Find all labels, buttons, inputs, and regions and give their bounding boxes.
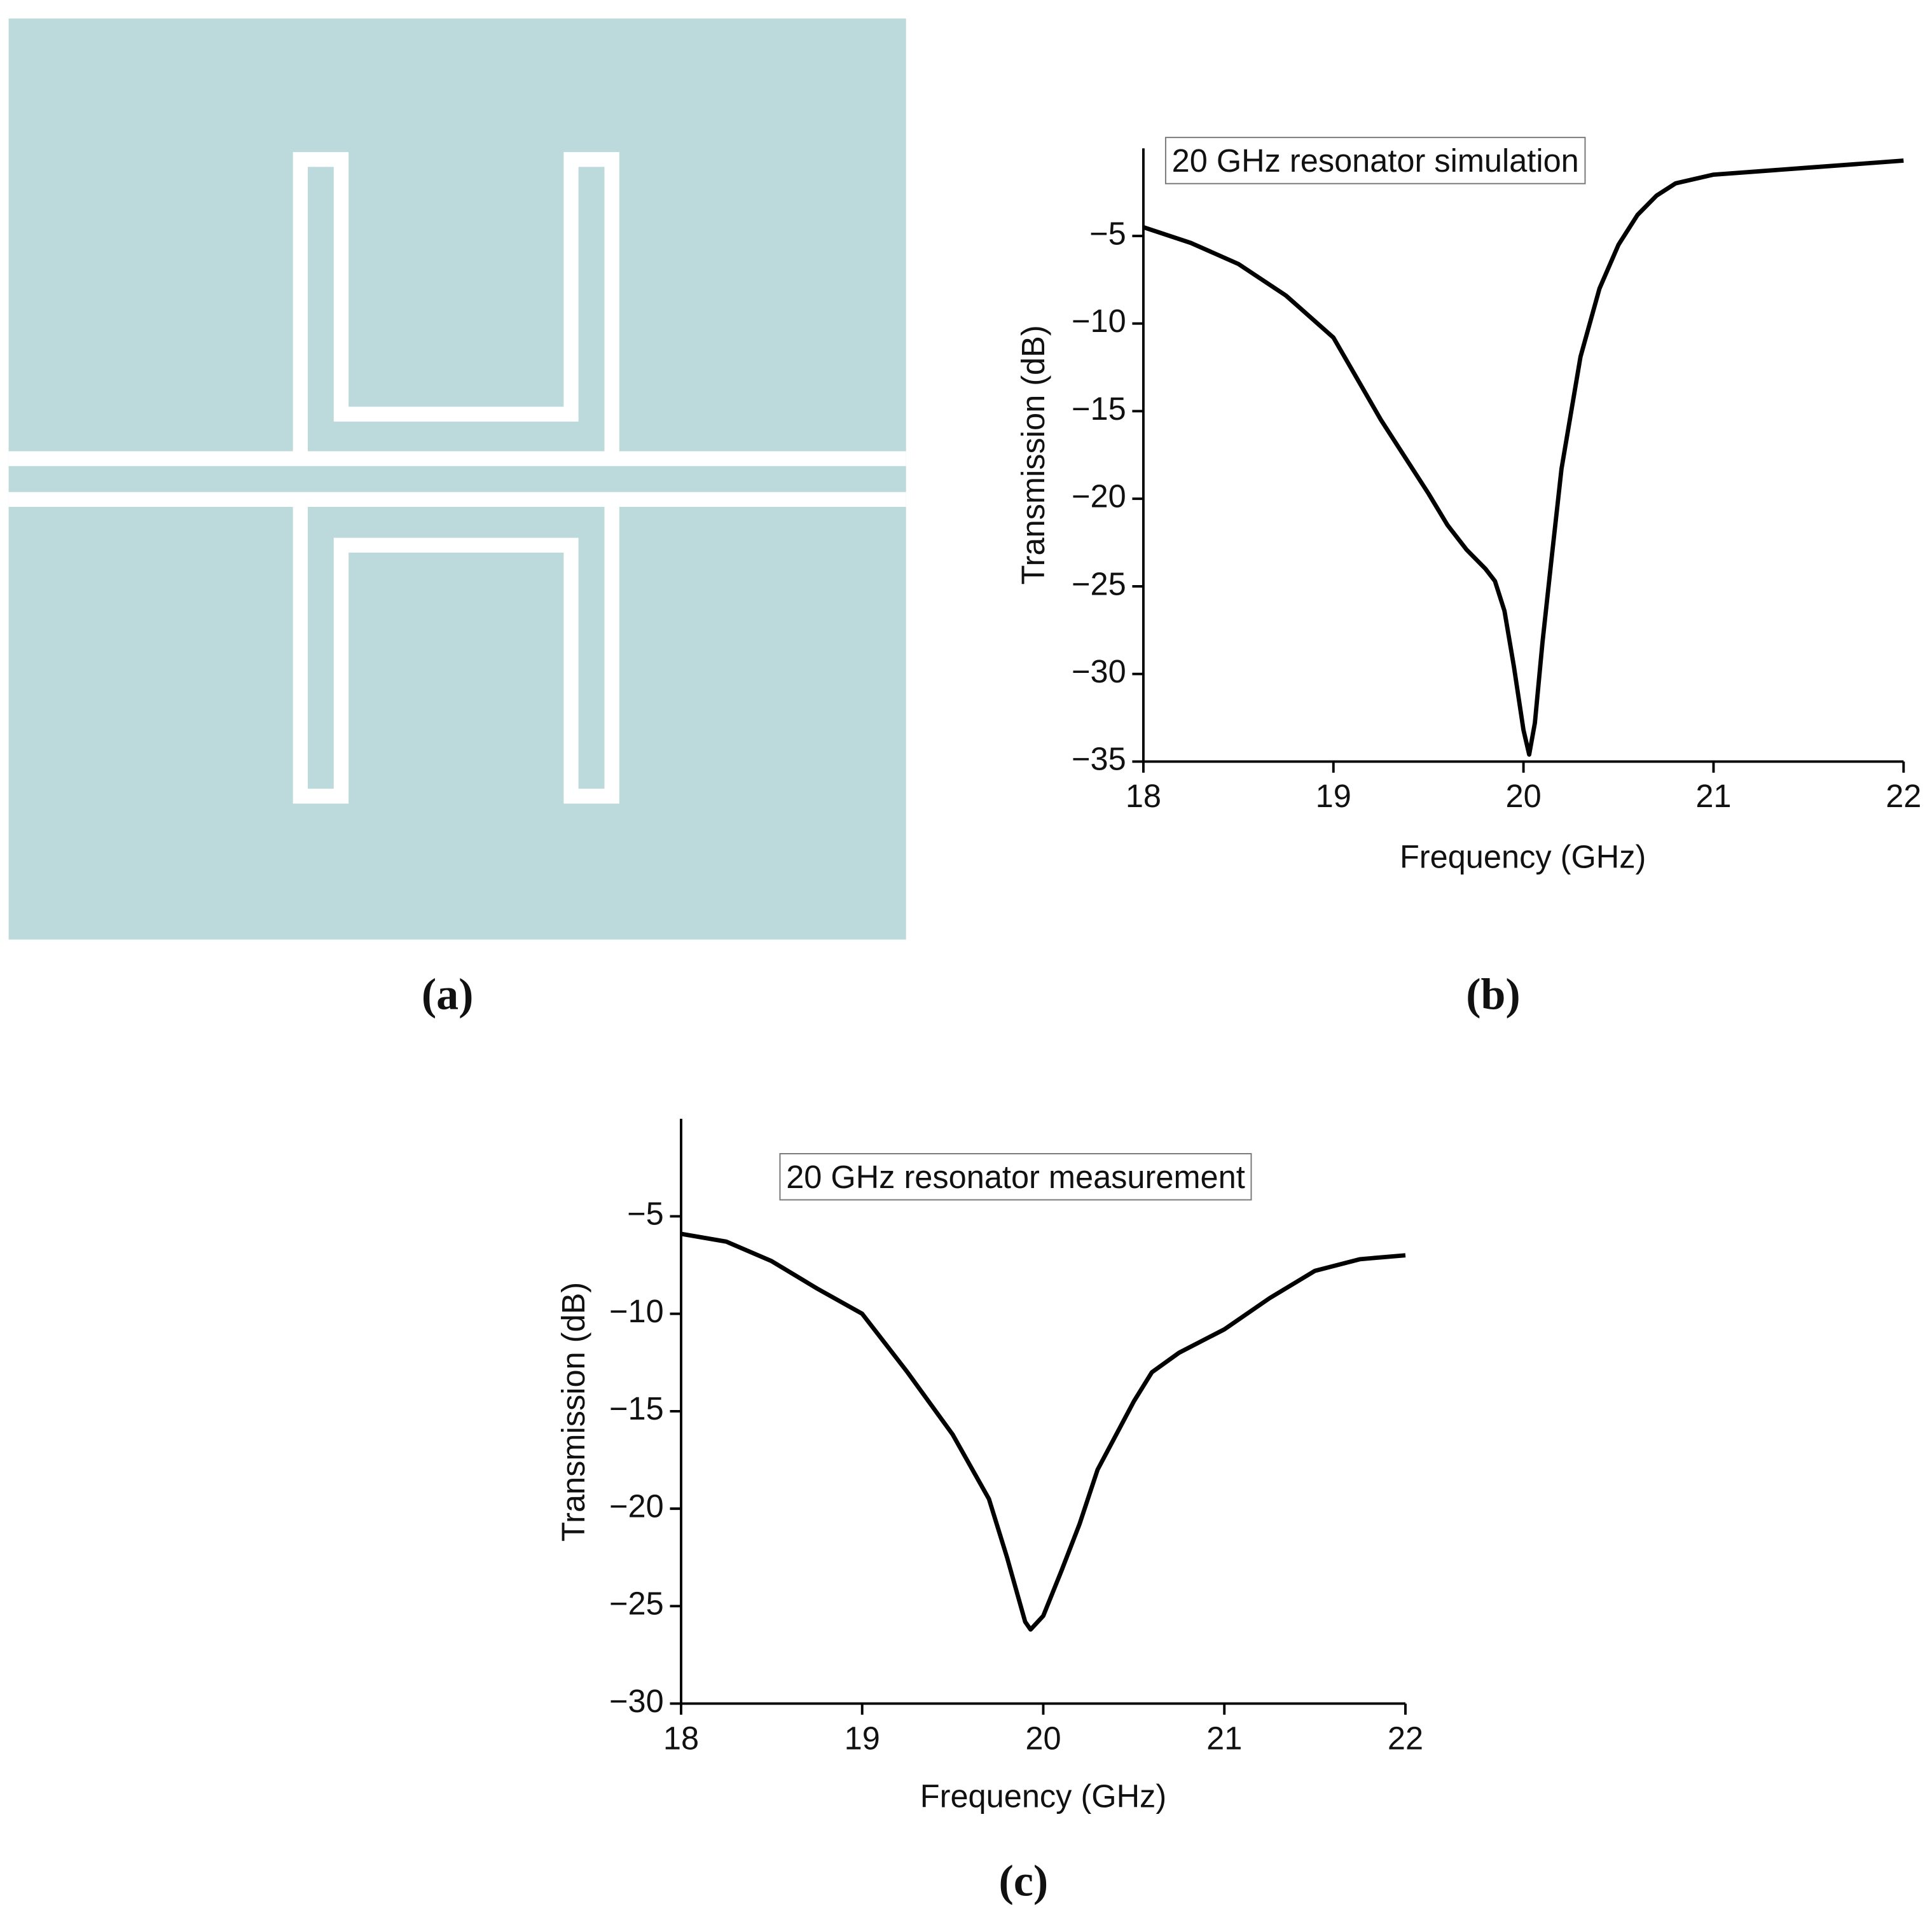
x-tick-label: 21: [1206, 1720, 1242, 1756]
x-axis-label: Frequency (GHz): [920, 1778, 1166, 1815]
panel-label: (b): [1466, 971, 1521, 1020]
data-line: [680, 1231, 1406, 1632]
data-line: [1142, 158, 1904, 757]
x-tick-label: 19: [1316, 778, 1351, 814]
x-tick-label: 21: [1695, 778, 1731, 814]
annotation-box: [1164, 137, 1586, 184]
resonator-top: [293, 152, 619, 452]
y-axis-label: Transmission (dB): [1015, 325, 1051, 584]
y-tick-label: −10: [609, 1293, 664, 1329]
x-tick-label: 19: [845, 1720, 880, 1756]
x-axis-label: Frequency (GHz): [1400, 838, 1646, 875]
y-tick-label: −20: [1072, 478, 1126, 515]
annotation-box: [779, 1153, 1252, 1201]
x-tick-label: 18: [1126, 778, 1161, 814]
panel-label: (c): [999, 1856, 1049, 1905]
feed-line: [8, 492, 906, 507]
x-tick-label: 22: [1886, 778, 1921, 814]
x-tick-label: 20: [1506, 778, 1542, 814]
y-tick-label: −30: [609, 1683, 664, 1719]
y-tick-label: −15: [1072, 391, 1126, 427]
y-tick-label: −20: [609, 1488, 664, 1524]
annotation: 20 GHz resonator simulation: [1172, 142, 1579, 179]
annotation: 20 GHz resonator measurement: [786, 1159, 1245, 1195]
substrate: [8, 18, 906, 940]
x-tick-label: 22: [1388, 1720, 1423, 1756]
feed-line: [8, 451, 906, 466]
y-tick-label: −25: [609, 1586, 664, 1622]
resonator-bottom: [293, 506, 619, 804]
y-tick-label: −15: [609, 1390, 664, 1427]
y-tick-label: −5: [1089, 215, 1126, 251]
y-tick-label: −35: [1072, 741, 1126, 777]
layout-diagram: [8, 18, 906, 940]
y-tick-label: −5: [627, 1196, 664, 1232]
panel-label: (a): [422, 971, 474, 1020]
y-tick-label: −30: [1072, 653, 1126, 689]
x-tick-label: 18: [663, 1720, 699, 1756]
y-tick-label: −25: [1072, 565, 1126, 602]
x-tick-label: 20: [1025, 1720, 1061, 1756]
y-axis-label: Transmission (dB): [555, 1282, 591, 1542]
y-tick-label: −10: [1072, 303, 1126, 339]
